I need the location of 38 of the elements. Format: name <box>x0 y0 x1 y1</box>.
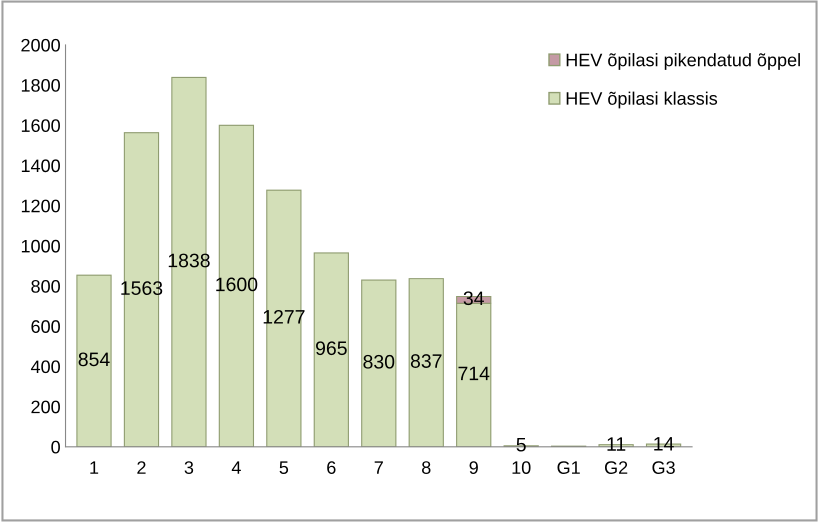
data-label: 965 <box>316 341 347 356</box>
data-label: 830 <box>363 354 394 369</box>
x-tick-label: G3 <box>652 461 675 474</box>
data-label: 1600 <box>216 278 258 292</box>
x-tick-label: 3 <box>184 461 194 474</box>
x-tick-label: 6 <box>327 461 336 474</box>
data-label: 1277 <box>264 310 305 324</box>
x-tick-label: 4 <box>232 461 241 474</box>
data-label: 1838 <box>168 254 210 268</box>
y-tick-label: 1600 <box>22 119 60 132</box>
data-label: 854 <box>78 352 110 366</box>
x-tick-label: 10 <box>512 461 531 474</box>
x-tick-label: G1 <box>558 461 580 474</box>
data-label: 837 <box>410 354 442 368</box>
y-tick-label: 400 <box>30 360 60 374</box>
x-tick-label: G2 <box>604 461 628 474</box>
legend-label: HEV õpilasi pikendatud õppel <box>566 53 800 70</box>
data-label: 11 <box>608 437 626 451</box>
y-tick-label: 2000 <box>21 38 60 52</box>
data-label: 34 <box>464 291 484 306</box>
legend-label: HEV õpilasi klassis <box>566 92 718 108</box>
data-label: 1563 <box>121 281 162 295</box>
x-tick-label: 9 <box>470 461 478 474</box>
data-label: 14 <box>654 437 674 450</box>
y-tick-label: 800 <box>31 280 60 293</box>
x-tick-label: 2 <box>137 461 146 474</box>
x-tick-label: 1 <box>90 461 98 474</box>
y-tick-label: 0 <box>51 440 60 454</box>
x-tick-label: 8 <box>422 461 430 474</box>
x-tick-label: 5 <box>280 461 288 474</box>
data-label: 714 <box>458 366 490 380</box>
x-tick-label: 7 <box>374 461 383 474</box>
y-tick-label: 200 <box>31 400 60 414</box>
y-tick-label: 1800 <box>22 79 60 92</box>
y-tick-label: 600 <box>31 320 60 333</box>
y-tick-label: 1400 <box>22 159 60 172</box>
y-tick-label: 1200 <box>22 200 60 212</box>
y-tick-label: 1000 <box>22 240 60 253</box>
